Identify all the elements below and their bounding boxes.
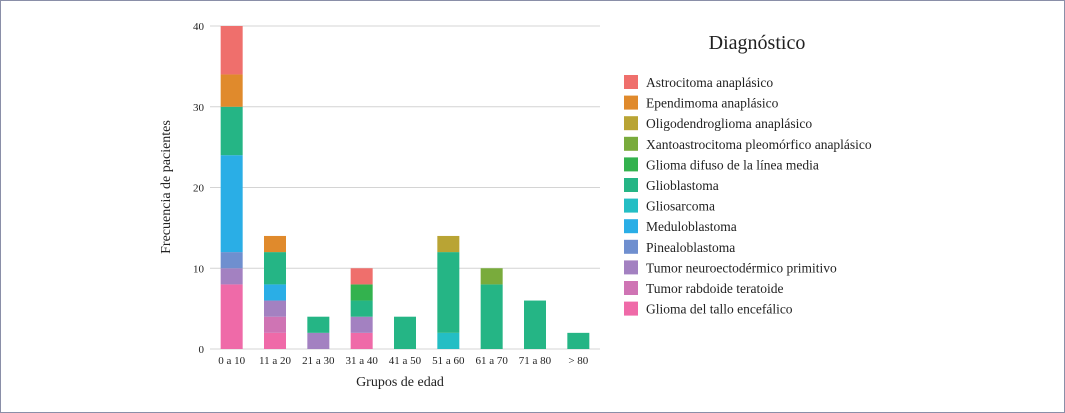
bar-segment (264, 252, 286, 285)
x-tick-label: 11 a 20 (259, 355, 291, 367)
bar-segment (524, 300, 546, 349)
bar-segment (264, 316, 286, 333)
x-tick-label: 0 a 10 (218, 355, 245, 367)
bar-segment (437, 235, 460, 253)
y-tick-label: 30 (193, 102, 205, 114)
bar-segment (220, 268, 243, 285)
bar-segment (437, 332, 460, 349)
bar-segment (350, 316, 373, 333)
bar-segment (220, 26, 243, 75)
legend-swatch (624, 136, 638, 151)
x-tick-label: > 80 (568, 355, 588, 367)
bar-segment (350, 332, 373, 349)
x-tick-label: 21 a 30 (302, 355, 335, 367)
bar-segment (220, 284, 243, 349)
bar-segment (350, 284, 373, 301)
legend-swatch (624, 116, 638, 131)
legend-label: Xantoastrocitoma pleomórfico anaplásico (646, 137, 872, 152)
legend-label: Astrocitoma anaplásico (646, 75, 773, 90)
x-axis-label: Grupos de edad (356, 375, 444, 390)
x-tick-label: 61 a 70 (475, 355, 508, 367)
bars (220, 26, 590, 349)
bar-segment (264, 332, 286, 349)
bar-segment (220, 155, 243, 253)
bar-segment (350, 268, 373, 285)
legend-label: Oligodendroglioma anaplásico (646, 116, 812, 131)
legend-swatch (624, 281, 638, 295)
bar-segment (220, 252, 243, 269)
y-tick-labels: 0 10 20 30 40 (193, 21, 205, 356)
legend: Astrocitoma anaplásico Ependimoma anaplás… (624, 75, 872, 317)
legend-label: Gliosarcoma (646, 199, 715, 214)
bar-segment (480, 284, 503, 349)
legend-swatch (624, 75, 638, 89)
bar-segment (567, 332, 590, 349)
legend-label: Ependimoma anaplásico (646, 96, 779, 111)
x-tick-label: 31 a 40 (345, 355, 378, 367)
bar-segment (264, 300, 286, 317)
bar-segment (480, 268, 503, 285)
bar-segment (437, 252, 460, 333)
y-tick-label: 40 (193, 21, 205, 33)
x-tick-label: 51 a 60 (432, 355, 465, 367)
legend-label: Pinealoblastoma (646, 240, 735, 255)
legend-label: Glioma del tallo encefálico (646, 302, 793, 317)
legend-swatch (624, 178, 638, 192)
legend-label: Tumor rabdoide teratoide (646, 281, 783, 296)
legend-swatch (624, 219, 638, 234)
x-tick-label: 71 a 80 (519, 355, 552, 367)
bar-segment (220, 106, 243, 156)
legend-label: Tumor neuroectodérmico primitivo (646, 260, 837, 275)
bar-segment (307, 316, 330, 333)
bar-segment (220, 74, 243, 107)
bar-segment (394, 316, 416, 349)
y-tick-label: 10 (193, 263, 205, 275)
legend-swatch (624, 239, 638, 254)
bar-segment (307, 332, 330, 349)
bar-segment (350, 300, 373, 317)
y-axis-label: Frecuencia de pacientes (159, 120, 174, 254)
y-tick-label: 20 (193, 183, 205, 195)
x-tick-labels: 0 a 10 11 a 20 21 a 30 31 a 40 41 a 50 51 a 6… (218, 355, 589, 367)
bar-segment (264, 284, 286, 301)
x-tick-label: 41 a 50 (389, 355, 422, 367)
y-tick-label: 0 (199, 344, 205, 356)
legend-label: Glioblastoma (646, 178, 719, 193)
legend-title: Diagnóstico (709, 32, 806, 54)
legend-label: Glioma difuso de la línea media (646, 157, 819, 172)
legend-label: Meduloblastoma (646, 219, 737, 234)
legend-swatch (624, 95, 638, 110)
legend-swatch (624, 198, 638, 213)
legend-swatch (624, 260, 638, 275)
legend-swatch (624, 157, 638, 172)
legend-swatch (624, 301, 638, 316)
bar-segment (264, 235, 286, 253)
